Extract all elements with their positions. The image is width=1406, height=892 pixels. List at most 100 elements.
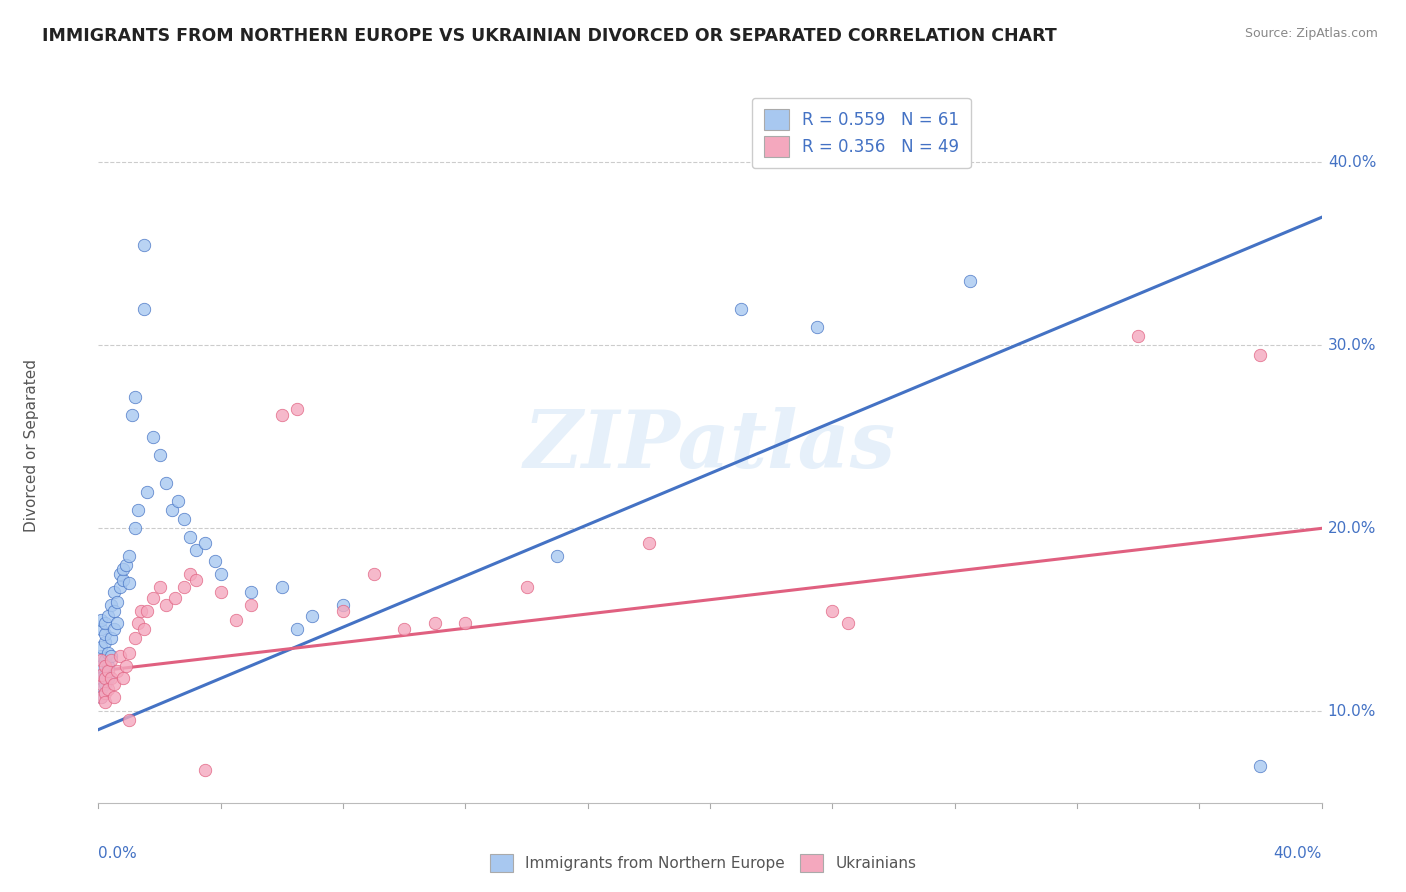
- Text: 40.0%: 40.0%: [1274, 846, 1322, 861]
- Point: [105, 594, 128, 608]
- Point: [285, 402, 308, 417]
- Point: [93, 677, 115, 691]
- Point: [90, 653, 112, 667]
- Point: [730, 301, 752, 316]
- Point: [155, 475, 177, 490]
- Text: 20.0%: 20.0%: [1327, 521, 1376, 536]
- Point: [194, 536, 217, 550]
- Point: [103, 622, 125, 636]
- Point: [97, 609, 120, 624]
- Point: [240, 585, 263, 599]
- Point: [332, 598, 354, 612]
- Text: IMMIGRANTS FROM NORTHERN EUROPE VS UKRAINIAN DIVORCED OR SEPARATED CORRELATION C: IMMIGRANTS FROM NORTHERN EUROPE VS UKRAI…: [42, 27, 1057, 45]
- Point: [136, 604, 159, 618]
- Point: [105, 616, 128, 631]
- Point: [93, 667, 115, 681]
- Point: [118, 714, 141, 728]
- Point: [121, 408, 143, 422]
- Point: [270, 408, 292, 422]
- Point: [93, 627, 115, 641]
- Point: [93, 686, 115, 700]
- Point: [959, 274, 981, 288]
- Point: [186, 543, 208, 558]
- Point: [124, 390, 146, 404]
- Text: 40.0%: 40.0%: [1327, 155, 1376, 169]
- Point: [100, 598, 122, 612]
- Point: [225, 613, 247, 627]
- Point: [1249, 347, 1271, 361]
- Point: [90, 682, 112, 697]
- Point: [155, 598, 177, 612]
- Point: [100, 653, 122, 667]
- Point: [332, 604, 354, 618]
- Point: [93, 634, 115, 648]
- Point: [108, 580, 131, 594]
- Point: [118, 576, 141, 591]
- Point: [149, 448, 172, 462]
- Point: [204, 554, 226, 568]
- Point: [285, 622, 308, 636]
- Point: [806, 320, 828, 334]
- Point: [93, 672, 115, 686]
- Point: [90, 690, 112, 704]
- Point: [108, 649, 131, 664]
- Text: Source: ZipAtlas.com: Source: ZipAtlas.com: [1244, 27, 1378, 40]
- Point: [93, 653, 115, 667]
- Point: [179, 567, 201, 582]
- Point: [97, 672, 120, 686]
- Point: [111, 573, 134, 587]
- Point: [173, 580, 195, 594]
- Point: [149, 580, 172, 594]
- Point: [90, 640, 112, 655]
- Point: [90, 690, 112, 704]
- Text: ZIPatlas: ZIPatlas: [524, 408, 896, 484]
- Point: [100, 672, 122, 686]
- Point: [240, 598, 263, 612]
- Point: [821, 604, 844, 618]
- Text: Divorced or Separated: Divorced or Separated: [24, 359, 38, 533]
- Point: [134, 301, 156, 316]
- Point: [111, 561, 134, 575]
- Point: [100, 631, 122, 645]
- Point: [90, 677, 112, 691]
- Point: [124, 521, 146, 535]
- Point: [124, 631, 146, 645]
- Point: [546, 549, 568, 563]
- Point: [134, 237, 156, 252]
- Text: 30.0%: 30.0%: [1327, 338, 1376, 353]
- Legend: R = 0.559   N = 61, R = 0.356   N = 49: R = 0.559 N = 61, R = 0.356 N = 49: [752, 97, 970, 169]
- Point: [173, 512, 195, 526]
- Point: [103, 690, 125, 704]
- Point: [179, 531, 201, 545]
- Point: [90, 672, 112, 686]
- Point: [209, 585, 232, 599]
- Point: [93, 695, 115, 709]
- Point: [270, 580, 292, 594]
- Point: [167, 494, 190, 508]
- Point: [97, 646, 120, 660]
- Point: [363, 567, 385, 582]
- Point: [423, 616, 446, 631]
- Point: [115, 658, 138, 673]
- Point: [118, 549, 141, 563]
- Point: [118, 646, 141, 660]
- Point: [90, 622, 112, 636]
- Point: [100, 649, 122, 664]
- Point: [454, 616, 477, 631]
- Point: [97, 664, 120, 678]
- Text: 10.0%: 10.0%: [1327, 704, 1376, 719]
- Point: [105, 664, 128, 678]
- Point: [127, 503, 149, 517]
- Point: [163, 591, 186, 605]
- Point: [186, 573, 208, 587]
- Point: [93, 616, 115, 631]
- Point: [115, 558, 138, 572]
- Point: [142, 430, 165, 444]
- Point: [837, 616, 859, 631]
- Point: [90, 667, 112, 681]
- Point: [1128, 329, 1150, 343]
- Point: [90, 649, 112, 664]
- Point: [103, 677, 125, 691]
- Point: [142, 591, 165, 605]
- Text: 0.0%: 0.0%: [98, 846, 138, 861]
